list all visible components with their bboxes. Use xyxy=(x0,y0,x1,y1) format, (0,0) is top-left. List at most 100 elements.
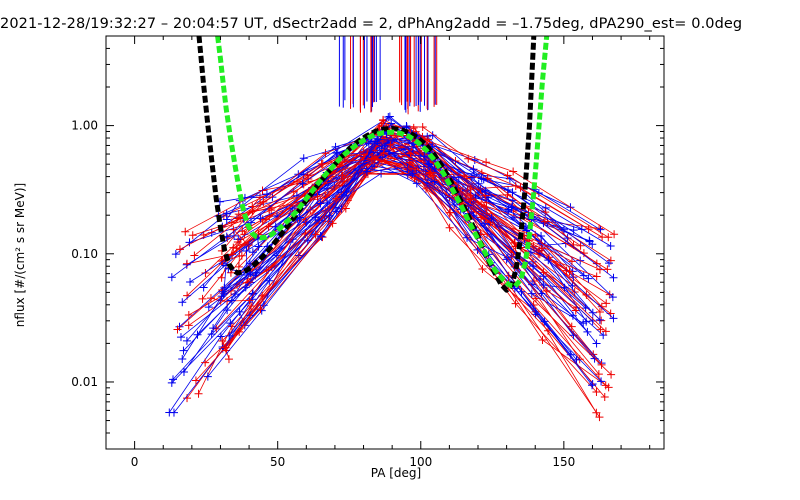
plus-marker xyxy=(225,331,234,340)
plus-marker xyxy=(469,165,478,174)
plus-marker xyxy=(603,265,612,274)
plus-marker xyxy=(602,299,611,308)
measurement-trace xyxy=(218,133,595,359)
measurement-trace xyxy=(227,125,609,239)
measurement-trace xyxy=(221,149,597,414)
plus-marker xyxy=(178,298,187,307)
plus-marker xyxy=(592,339,601,348)
plus-marker xyxy=(569,273,578,282)
plus-marker xyxy=(256,305,265,314)
plus-marker xyxy=(258,215,267,224)
plus-marker xyxy=(325,211,334,220)
plus-marker xyxy=(542,286,551,295)
plus-marker xyxy=(418,123,427,132)
plus-marker xyxy=(191,376,200,385)
plus-marker xyxy=(592,388,601,397)
plus-marker xyxy=(571,306,580,315)
plus-marker xyxy=(600,393,609,402)
plus-marker xyxy=(203,372,212,381)
plus-marker xyxy=(604,383,613,392)
plus-marker xyxy=(218,287,227,296)
plus-marker xyxy=(528,280,537,289)
plus-marker xyxy=(338,171,347,180)
measurement-trace xyxy=(252,135,590,253)
plus-marker xyxy=(595,315,604,324)
plus-marker xyxy=(185,238,194,247)
plus-marker xyxy=(227,296,236,305)
plus-marker xyxy=(317,159,326,168)
plus-marker xyxy=(201,358,210,367)
plus-marker xyxy=(199,283,208,292)
plus-marker xyxy=(198,294,207,303)
plus-marker xyxy=(169,408,178,417)
fit-curve-green xyxy=(215,35,550,289)
plus-marker xyxy=(544,256,553,265)
plus-marker xyxy=(598,233,607,242)
measurement-trace xyxy=(246,152,614,279)
x-tick-label: 50 xyxy=(270,455,285,469)
plus-marker xyxy=(509,167,518,176)
plus-marker xyxy=(503,253,512,262)
plus-marker xyxy=(179,346,188,355)
measurement-trace xyxy=(226,125,589,279)
plus-marker xyxy=(430,164,439,173)
plus-marker xyxy=(537,231,546,240)
plus-marker xyxy=(236,214,245,223)
plus-marker xyxy=(299,154,308,163)
plus-marker xyxy=(226,319,235,328)
plus-marker xyxy=(169,375,178,384)
plus-marker xyxy=(181,227,190,236)
measurement-trace xyxy=(228,149,602,382)
plus-marker xyxy=(313,192,322,201)
plus-marker xyxy=(248,248,257,257)
plus-marker xyxy=(231,290,240,299)
plus-marker xyxy=(217,273,226,282)
axes-layer: 0 50 100 150 0.01 0.10 1.00 xyxy=(71,35,665,469)
plus-marker xyxy=(466,185,475,194)
measurement-trace xyxy=(245,169,614,319)
measurement-trace xyxy=(204,144,581,363)
plus-marker xyxy=(230,231,239,240)
plus-marker xyxy=(470,155,479,164)
plus-marker xyxy=(583,327,592,336)
plus-marker xyxy=(201,269,210,278)
plus-marker xyxy=(577,225,586,234)
plus-marker xyxy=(328,219,337,228)
plus-marker xyxy=(216,332,225,341)
plus-marker xyxy=(511,181,520,190)
measurement-lines-layer xyxy=(165,36,619,422)
plus-marker xyxy=(597,377,606,386)
plus-marker xyxy=(609,273,618,282)
plus-marker xyxy=(387,119,396,128)
plus-marker xyxy=(235,307,244,316)
plus-marker xyxy=(477,213,486,222)
plus-marker xyxy=(482,158,491,167)
plus-marker xyxy=(588,381,597,390)
plus-marker xyxy=(173,325,182,334)
plus-marker xyxy=(245,277,254,286)
plus-marker xyxy=(601,327,610,336)
plus-marker xyxy=(227,322,236,331)
plus-marker xyxy=(367,154,376,163)
plus-marker xyxy=(412,179,421,188)
plus-marker xyxy=(204,303,213,312)
plus-marker xyxy=(332,194,341,203)
plus-marker xyxy=(597,302,606,311)
plus-marker xyxy=(341,204,350,213)
measurement-trace xyxy=(248,127,603,283)
plus-marker xyxy=(403,170,412,179)
plus-marker xyxy=(508,188,517,197)
plus-marker xyxy=(176,333,185,342)
plus-marker xyxy=(568,311,577,320)
plus-marker xyxy=(504,271,513,280)
plus-marker xyxy=(522,226,531,235)
chart-title: 2021-12-28/19:32:27 – 20:04:57 UT, dSect… xyxy=(0,16,743,32)
plus-marker xyxy=(527,289,536,298)
plus-marker xyxy=(321,149,330,158)
plus-marker xyxy=(590,354,599,363)
plus-marker xyxy=(184,321,193,330)
plus-marker xyxy=(248,289,257,298)
plus-marker xyxy=(247,302,256,311)
plus-marker xyxy=(404,165,413,174)
plus-marker xyxy=(538,335,547,344)
